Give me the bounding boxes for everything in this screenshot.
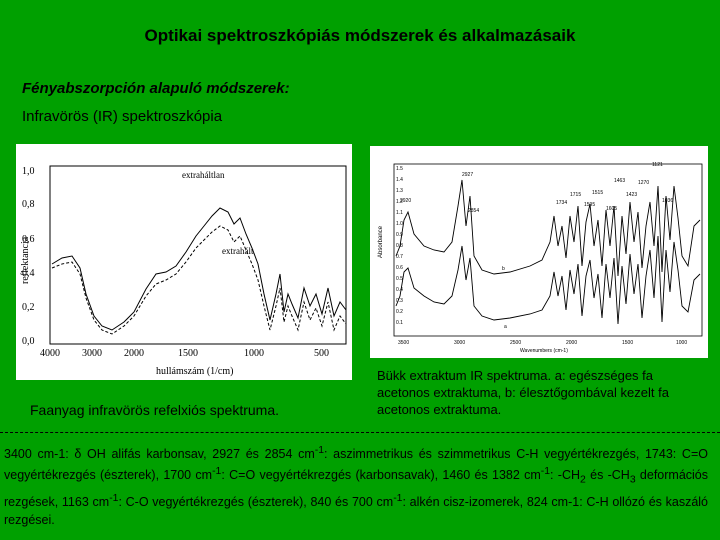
- fig1-xtick: 3000: [82, 348, 102, 359]
- notes-subscript: 2: [580, 474, 586, 486]
- fig2-curve-label-a: a: [504, 324, 507, 330]
- page-title: Optikai spektroszkópiás módszerek és alk…: [144, 26, 576, 45]
- fig2-ytick: 0.2: [396, 309, 403, 315]
- fig2-ytick: 0.6: [396, 265, 403, 271]
- fig2-ytick: 1.1: [396, 210, 403, 216]
- section-heading: Fényabszorpción alapuló módszerek:: [22, 80, 290, 97]
- fig2-ytick: 1.5: [396, 166, 403, 172]
- fig1-ylabel: reflektancia: [20, 236, 31, 284]
- dashed-divider: [0, 432, 720, 433]
- fig2-ytick: 0.3: [396, 298, 403, 304]
- fig1-xtick: 1000: [244, 348, 264, 359]
- fig2-peak-label: 1605: [606, 206, 617, 212]
- fig2-xlabel: Wavenumbers (cm-1): [520, 348, 568, 354]
- fig2-curve-b: [395, 179, 701, 277]
- fig1-ytick: 0,0: [22, 336, 35, 347]
- fig2-ytick: 0.5: [396, 276, 403, 282]
- fig1-curve-extracted: [51, 225, 347, 335]
- fig2-peak-label: 1423: [626, 192, 637, 198]
- fig2-xticks: 3500 3000 2500 2000 1500 1000: [398, 340, 687, 346]
- notes-superscript: -1: [109, 492, 119, 504]
- fig2-xtick: 1500: [622, 340, 633, 346]
- notes-text: deformációs rezgések, 1163 cm: [4, 468, 708, 509]
- fig1-curve-label-unextracted: extraháltlan: [182, 170, 225, 180]
- band-assignment-notes: 3400 cm-1: δ OH alifás karbonsav, 2927 é…: [4, 442, 708, 529]
- fig2-peak-label: 1715: [570, 192, 581, 198]
- notes-subscript: 3: [629, 474, 636, 486]
- notes-text: 3400 cm-1: δ OH alifás karbonsav, 2927 é…: [4, 447, 315, 462]
- notes-superscript: -1: [212, 466, 222, 478]
- fig2-peak-label: 1734: [556, 200, 567, 206]
- section-subheading: Infravörös (IR) spektroszkópia: [22, 108, 223, 125]
- fig2-ytick: 0.4: [396, 287, 403, 293]
- fig2-peak-labels: 1121 2927 1463 1270 2920 1715 1515 1423 …: [400, 162, 673, 214]
- fig2-peak-label: 2854: [468, 208, 479, 214]
- fig2-peak-label: 2927: [462, 172, 473, 178]
- fig1-xtick: 500: [314, 348, 329, 359]
- extract-ir-spectrum-figure: Absorbance 1.5 1.4 1.3 1.2 1.1 1.0 0.9 0…: [370, 146, 708, 358]
- notes-text: és -CH: [585, 468, 630, 483]
- fig2-peak-label: 1036: [662, 198, 673, 204]
- fig2-ylabel: Absorbance: [378, 225, 384, 258]
- fig2-xtick: 3500: [398, 340, 409, 346]
- fig2-peak-label: 1121: [652, 162, 663, 168]
- fig2-xtick: 2500: [510, 340, 521, 346]
- fig1-curve-label-extracted: extrahált: [222, 246, 254, 256]
- fig2-peak-label: 2920: [400, 198, 411, 204]
- notes-superscript: -1: [314, 445, 325, 456]
- notes-text: : alkén cisz-izomerek, 824 cm-1: C-H oll…: [4, 494, 709, 527]
- fig2-peak-label: 1515: [592, 190, 603, 196]
- fig2-peak-label: 1463: [614, 178, 625, 184]
- figure2-caption: Bükk extraktum IR spektruma. a: egészség…: [377, 368, 669, 417]
- notes-text: : -CH: [550, 468, 581, 483]
- notes-superscript: -1: [540, 466, 551, 478]
- fig2-ytick: 1.2: [396, 199, 403, 205]
- fig2-xtick: 1000: [676, 340, 687, 346]
- fig2-ytick: 0.7: [396, 254, 403, 260]
- fig1-xtick: 2000: [124, 348, 144, 359]
- notes-text: : aszimmetrikus és szimmetrikus C-H vegy…: [4, 447, 708, 483]
- fig1-curve-unextracted: [51, 207, 347, 331]
- fig2-ytick: 1.3: [396, 188, 403, 194]
- fig1-ytick: 1,0: [22, 166, 35, 177]
- notes-text: : C=O vegyértékrezgés (karbonsavak), 146…: [221, 468, 541, 483]
- fig2-ytick: 0.9: [396, 232, 403, 238]
- reflection-spectrum-figure: reflektancia 1,0 0,8 0,6 0,4 0,2 0,0 400…: [16, 144, 352, 380]
- fig2-curve-label-b: b: [502, 266, 505, 272]
- notes-superscript: -1: [393, 492, 403, 504]
- fig2-ytick: 0.1: [396, 320, 403, 326]
- fig2-ytick: 1.4: [396, 177, 403, 183]
- fig2-curve-a: [395, 235, 701, 325]
- fig1-xtick: 4000: [40, 348, 60, 359]
- fig2-peak-label: 1270: [638, 180, 649, 186]
- fig1-xlabel: hullámszám (1/cm): [156, 366, 233, 377]
- fig2-xtick: 3000: [454, 340, 465, 346]
- fig1-ytick: 0,4: [22, 268, 35, 279]
- fig1-xtick: 1500: [178, 348, 198, 359]
- fig1-ytick: 0,6: [22, 234, 35, 245]
- fig2-xtick: 2000: [566, 340, 577, 346]
- notes-text: : C-O vegyértékrezgés (észterek), 840 és…: [118, 494, 394, 509]
- figure1-caption: Faanyag infravörös refelxiós spektruma.: [30, 402, 279, 418]
- fig2-ytick: 1.0: [396, 221, 403, 227]
- fig1-ytick: 0,2: [22, 302, 35, 313]
- fig1-ytick: 0,8: [22, 199, 35, 210]
